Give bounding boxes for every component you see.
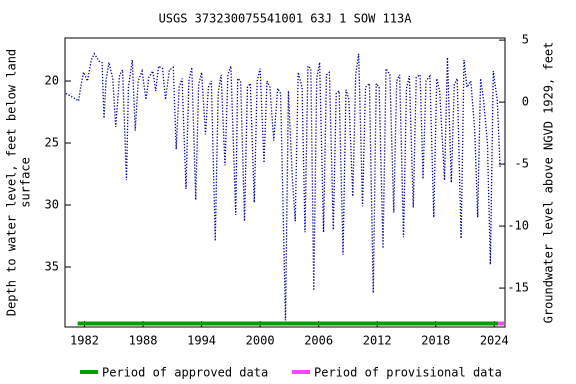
legend-swatch (292, 370, 310, 374)
legend-swatch (80, 370, 98, 374)
legend-label: Period of approved data (102, 366, 268, 380)
plot-frame (64, 37, 506, 328)
x-tick-label: 1988 (129, 334, 158, 348)
y-tick-label: 20 (45, 74, 59, 88)
y2-axis-label: Groundwater level above NGVD 1929, feet (542, 42, 556, 324)
period-bar (77, 321, 499, 326)
series-line (65, 52, 501, 321)
x-tick-label: 2024 (480, 334, 509, 348)
y2-tick-label: -10 (507, 219, 529, 233)
x-tick-label: 2012 (363, 334, 392, 348)
chart-title: USGS 373230075541001 63J 1 SOW 113A (159, 12, 413, 26)
x-tick-label: 1982 (70, 334, 99, 348)
x-tick-label: 2006 (304, 334, 333, 348)
y2-tick-label: -15 (507, 281, 529, 295)
y2-tick-label: 5 (522, 33, 529, 47)
y-tick-label: 30 (45, 198, 59, 212)
period-bar (498, 321, 505, 326)
x-tick-label: 2000 (246, 334, 275, 348)
y-tick-label: 25 (45, 136, 59, 150)
y-tick-label: 35 (45, 259, 59, 273)
x-tick-label: 1994 (187, 334, 216, 348)
y2-tick-label: -5 (515, 157, 529, 171)
x-tick-label: 2018 (421, 334, 450, 348)
y-axis-label: Depth to water level, feet below land (5, 49, 19, 316)
legend-label: Period of provisional data (314, 366, 502, 380)
y2-tick-label: 0 (522, 95, 529, 109)
y-axis-label: surface (19, 157, 33, 208)
